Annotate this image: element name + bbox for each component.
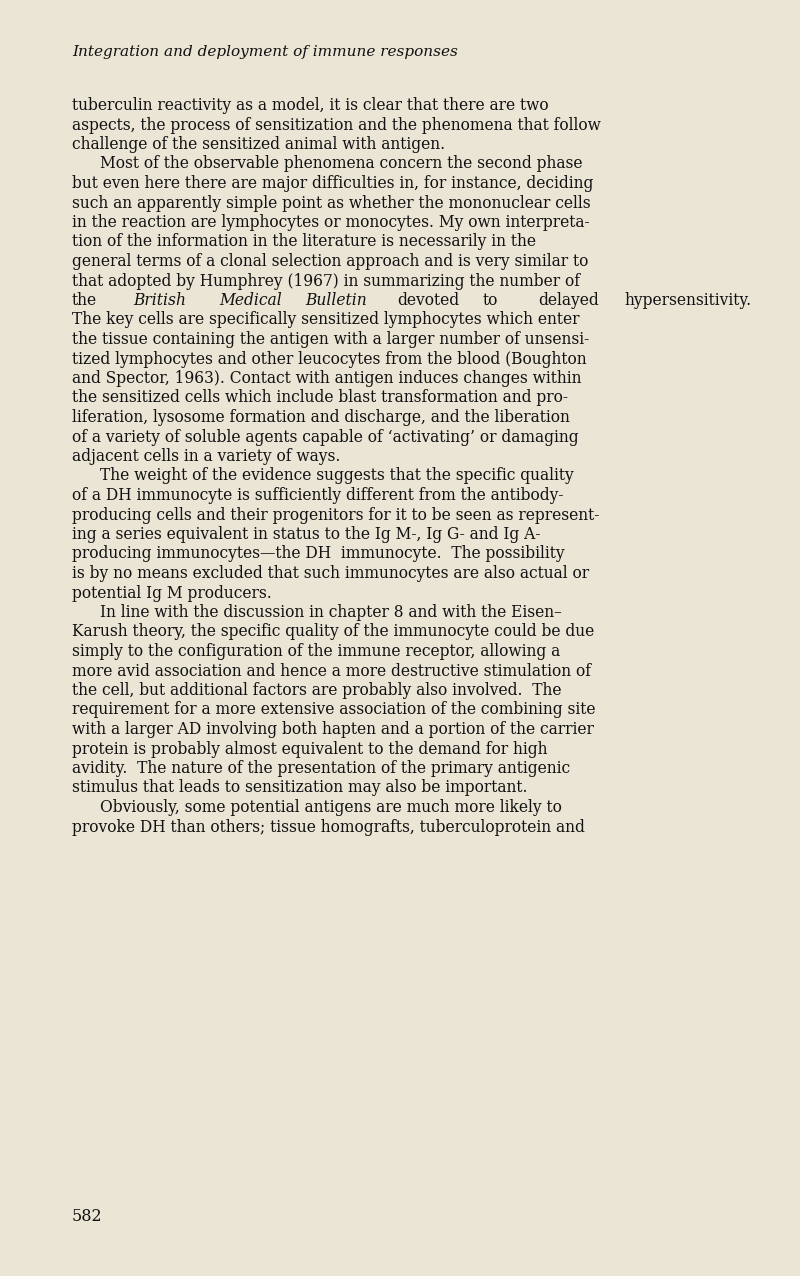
Text: devoted: devoted [397,292,459,309]
Text: producing immunocytes—the DH  immunocyte.  The possibility: producing immunocytes—the DH immunocyte.… [72,546,565,563]
Text: general terms of a clonal selection approach and is very similar to: general terms of a clonal selection appr… [72,253,588,271]
Text: and Spector, 1963). Contact with antigen induces changes within: and Spector, 1963). Contact with antigen… [72,370,582,387]
Text: liferation, lysosome formation and discharge, and the liberation: liferation, lysosome formation and disch… [72,410,570,426]
Text: the cell, but additional factors are probably also involved.  The: the cell, but additional factors are pro… [72,681,562,699]
Text: delayed: delayed [538,292,599,309]
Text: British: British [134,292,186,309]
Text: challenge of the sensitized animal with antigen.: challenge of the sensitized animal with … [72,137,445,153]
Text: of a DH immunocyte is sufficiently different from the antibody-: of a DH immunocyte is sufficiently diffe… [72,487,563,504]
Text: to: to [483,292,498,309]
Text: tized lymphocytes and other leucocytes from the blood (Boughton: tized lymphocytes and other leucocytes f… [72,351,586,367]
Text: Most of the observable phenomena concern the second phase: Most of the observable phenomena concern… [100,156,582,172]
Text: tuberculin reactivity as a model, it is clear that there are two: tuberculin reactivity as a model, it is … [72,97,549,114]
Text: adjacent cells in a variety of ways.: adjacent cells in a variety of ways. [72,448,340,464]
Text: Integration and deployment of immune responses: Integration and deployment of immune res… [72,45,458,59]
Text: more avid association and hence a more destructive stimulation of: more avid association and hence a more d… [72,662,591,680]
Text: such an apparently simple point as whether the mononuclear cells: such an apparently simple point as wheth… [72,194,590,212]
Text: 582: 582 [72,1208,102,1225]
Text: In line with the discussion in chapter 8 and with the Eisen–: In line with the discussion in chapter 8… [100,604,562,621]
Text: The weight of the evidence suggests that the specific quality: The weight of the evidence suggests that… [100,467,574,485]
Text: is by no means excluded that such immunocytes are also actual or: is by no means excluded that such immuno… [72,565,589,582]
Text: ing a series equivalent in status to the Ig M-, Ig G- and Ig A-: ing a series equivalent in status to the… [72,526,541,544]
Text: aspects, the process of sensitization and the phenomena that follow: aspects, the process of sensitization an… [72,116,601,134]
Text: producing cells and their progenitors for it to be seen as represent-: producing cells and their progenitors fo… [72,507,599,523]
Text: requirement for a more extensive association of the combining site: requirement for a more extensive associa… [72,702,595,718]
Text: potential Ig M producers.: potential Ig M producers. [72,584,272,601]
Text: stimulus that leads to sensitization may also be important.: stimulus that leads to sensitization may… [72,780,527,796]
Text: Bulletin: Bulletin [306,292,367,309]
Text: The key cells are specifically sensitized lymphocytes which enter: The key cells are specifically sensitize… [72,311,579,328]
Text: the: the [72,292,97,309]
Text: simply to the configuration of the immune receptor, allowing a: simply to the configuration of the immun… [72,643,560,660]
Text: avidity.  The nature of the presentation of the primary antigenic: avidity. The nature of the presentation … [72,760,570,777]
Text: provoke DH than others; tissue homografts, tuberculoprotein and: provoke DH than others; tissue homograft… [72,818,585,836]
Text: in the reaction are lymphocytes or monocytes. My own interpreta-: in the reaction are lymphocytes or monoc… [72,214,590,231]
Text: that adopted by Humphrey (1967) in summarizing the number of: that adopted by Humphrey (1967) in summa… [72,273,580,290]
Text: tion of the information in the literature is necessarily in the: tion of the information in the literatur… [72,234,536,250]
Text: of a variety of soluble agents capable of ‘activating’ or damaging: of a variety of soluble agents capable o… [72,429,578,445]
Text: Medical: Medical [219,292,282,309]
Text: but even here there are major difficulties in, for instance, deciding: but even here there are major difficulti… [72,175,594,191]
Text: Karush theory, the specific quality of the immunocyte could be due: Karush theory, the specific quality of t… [72,624,594,641]
Text: the tissue containing the antigen with a larger number of unsensi-: the tissue containing the antigen with a… [72,330,590,348]
Text: with a larger AD involving both hapten and a portion of the carrier: with a larger AD involving both hapten a… [72,721,594,738]
Text: the sensitized cells which include blast transformation and pro-: the sensitized cells which include blast… [72,389,568,407]
Text: protein is probably almost equivalent to the demand for high: protein is probably almost equivalent to… [72,740,547,758]
Text: hypersensitivity.: hypersensitivity. [624,292,751,309]
Text: Obviously, some potential antigens are much more likely to: Obviously, some potential antigens are m… [100,799,562,815]
